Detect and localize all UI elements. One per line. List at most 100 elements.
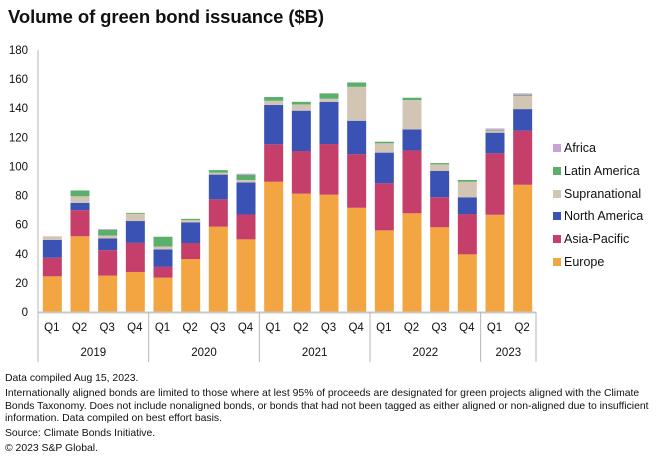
- x-tick-label: Q1: [265, 322, 280, 334]
- bar-segment-north-america: [347, 120, 367, 155]
- note-description: Internationally aligned bonds are limite…: [5, 388, 649, 424]
- legend-item-africa: Africa: [553, 137, 643, 160]
- bar-segment-europe: [347, 207, 367, 312]
- footnotes: Data compiled Aug 15, 2023. Internationa…: [5, 373, 657, 459]
- bar-segment-north-america: [70, 202, 90, 211]
- group-label: 2020: [191, 347, 217, 359]
- bar-segment-supranational: [236, 179, 256, 183]
- legend-swatch: [553, 257, 561, 266]
- bar-segment-north-america: [402, 129, 422, 151]
- bar-segment-europe: [125, 271, 145, 312]
- y-tick-label: 40: [15, 249, 28, 261]
- bar-segment-europe: [153, 277, 173, 312]
- y-tick-label: 160: [9, 74, 28, 86]
- bar-segment-north-america: [42, 239, 62, 258]
- bar-segment-north-america: [264, 105, 284, 145]
- x-tick-label: Q1: [155, 322, 170, 334]
- bar-segment-europe: [457, 254, 477, 312]
- bar-segment-asia-pacific: [319, 144, 339, 195]
- bar-segment-latin-america: [98, 229, 118, 236]
- legend-label: Africa: [564, 141, 596, 156]
- bar-segment-europe: [374, 230, 394, 312]
- legend-label: Supranational: [564, 186, 642, 201]
- legend-item-supranational: Supranational: [553, 182, 643, 205]
- bar-segment-asia-pacific: [291, 151, 311, 194]
- bar-segment-asia-pacific: [208, 199, 228, 227]
- bar-segment-europe: [70, 236, 90, 312]
- bar-segment-asia-pacific: [42, 257, 62, 277]
- bar-segment-supranational: [181, 220, 201, 223]
- bar-segment-supranational: [374, 143, 394, 153]
- chart-legend: Africa Latin America Supranational North Am…: [553, 137, 643, 273]
- bar-segment-north-america: [181, 222, 201, 244]
- bar-segment-latin-america: [291, 101, 311, 105]
- bar-segment-supranational: [402, 100, 422, 130]
- bar-segment-europe: [42, 276, 62, 312]
- bar-segment-supranational: [457, 181, 477, 198]
- bar-segment-supranational: [485, 130, 505, 133]
- x-tick-label: Q3: [210, 322, 225, 334]
- x-tick-label: Q4: [238, 322, 254, 334]
- bar-segment-europe: [236, 239, 256, 312]
- bar-segment-europe: [513, 184, 533, 312]
- bar-segment-north-america: [236, 182, 256, 215]
- bar-segment-north-america: [374, 152, 394, 184]
- bar-segment-latin-america: [264, 97, 284, 101]
- x-tick-label: Q2: [182, 322, 197, 334]
- bar-segment-asia-pacific: [430, 197, 450, 228]
- bar-segment-asia-pacific: [98, 250, 118, 276]
- bar-segment-asia-pacific: [153, 266, 173, 278]
- bar-segment-europe: [208, 226, 228, 312]
- x-tick-label: Q4: [348, 322, 364, 334]
- legend-label: Latin America: [564, 164, 640, 179]
- y-tick-label: 20: [15, 278, 28, 290]
- bar-segment-latin-america: [457, 179, 477, 182]
- bar-segment-supranational: [208, 172, 228, 175]
- y-tick-label: 100: [9, 161, 28, 173]
- x-tick-label: Q4: [459, 322, 475, 334]
- bar-segment-africa: [485, 128, 505, 130]
- bar-segment-europe: [291, 193, 311, 312]
- bar-segment-europe: [181, 259, 201, 312]
- x-tick-label: Q1: [44, 322, 59, 334]
- legend-label: North America: [564, 209, 644, 224]
- y-tick-label: 60: [15, 220, 28, 232]
- bar-segment-asia-pacific: [125, 242, 145, 272]
- legend-swatch: [553, 144, 561, 153]
- bar-segment-north-america: [125, 221, 145, 243]
- group-label: 2021: [302, 347, 328, 359]
- legend-label: Asia-Pacific: [564, 232, 630, 247]
- bar-segment-north-america: [208, 174, 228, 200]
- bar-segment-europe: [402, 213, 422, 312]
- bar-segment-latin-america: [153, 236, 173, 247]
- bar-segment-supranational: [153, 246, 173, 250]
- bar-segment-africa: [236, 173, 256, 175]
- bar-segment-supranational: [319, 98, 339, 102]
- y-tick-label: 80: [15, 191, 28, 203]
- legend-item-latin-america: Latin America: [553, 160, 643, 183]
- legend-swatch: [553, 189, 561, 198]
- bar-segment-asia-pacific: [264, 144, 284, 182]
- bar-segment-north-america: [153, 249, 173, 267]
- bar-segment-latin-america: [402, 97, 422, 101]
- bar-segment-north-america: [485, 132, 505, 154]
- bar-segment-europe: [264, 181, 284, 312]
- legend-swatch: [553, 235, 561, 244]
- bar-segment-supranational: [347, 86, 367, 121]
- legend-swatch: [553, 212, 561, 221]
- x-tick-label: Q1: [487, 322, 502, 334]
- note-source: Source: Climate Bonds Initiative.: [5, 428, 156, 440]
- bar-segment-latin-america: [485, 129, 505, 131]
- note-copyright: © 2023 S&P Global.: [5, 443, 98, 455]
- y-tick-label: 140: [9, 103, 28, 115]
- bar-segment-north-america: [319, 101, 339, 145]
- bar-segment-latin-america: [125, 212, 145, 214]
- bar-segment-asia-pacific: [347, 154, 367, 208]
- bar-segment-north-america: [291, 110, 311, 152]
- legend-item-asia-pacific: Asia-Pacific: [553, 228, 643, 251]
- x-tick-label: Q3: [431, 322, 446, 334]
- bar-segment-latin-america: [513, 95, 533, 96]
- bar-segment-latin-america: [430, 163, 450, 165]
- legend-item-europe: Europe: [553, 250, 643, 273]
- x-tick-label: Q2: [514, 322, 529, 334]
